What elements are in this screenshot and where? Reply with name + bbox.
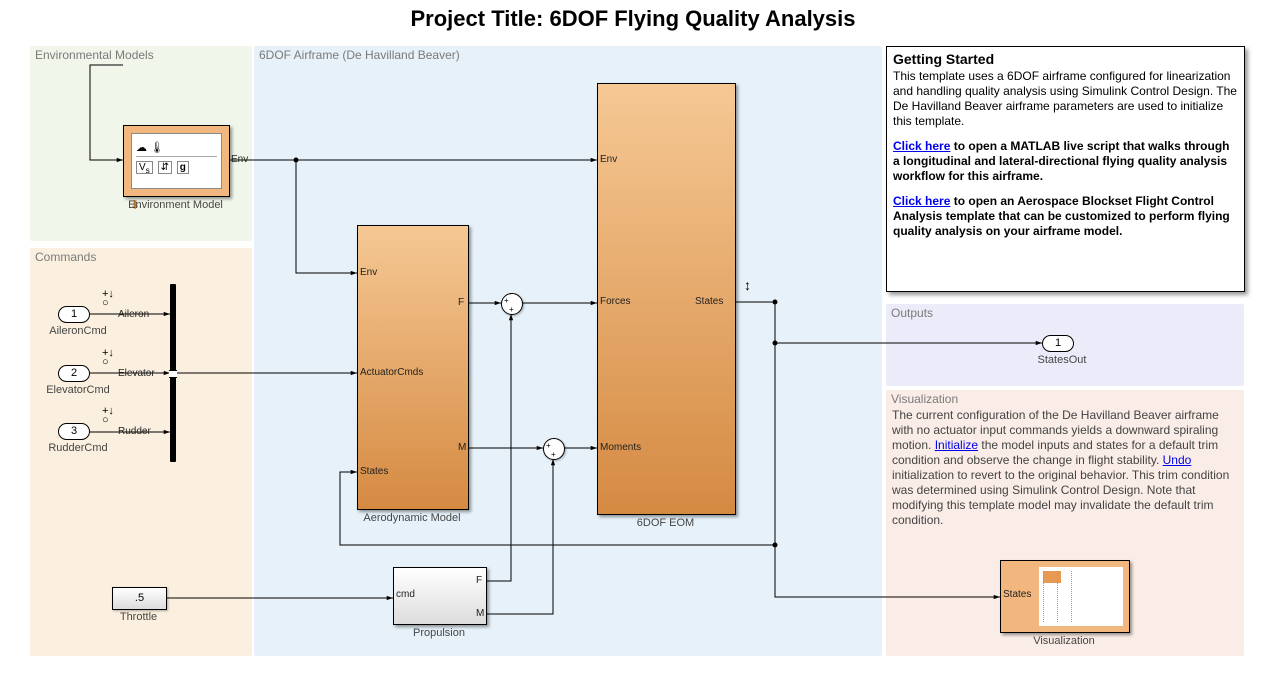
inport-rudder[interactable]: 3 (58, 423, 90, 440)
sum-forces[interactable]: ++ (501, 293, 523, 315)
block-environment-model[interactable]: ☁︎ 🌡 Vs ⇵ g ⬇ (123, 125, 230, 197)
region-label-airframe: 6DOF Airframe (De Havilland Beaver) (259, 48, 460, 62)
signal-label-elevator: Elevator (118, 368, 155, 379)
inport-label-rudder: RudderCmd (38, 442, 118, 454)
inport-aileron[interactable]: 1 (58, 306, 90, 323)
outport-statesout[interactable]: 1 (1042, 335, 1074, 352)
getting-started-link1[interactable]: Click here (893, 139, 950, 153)
block-label-aerodynamic-model: Aerodynamic Model (327, 512, 497, 524)
port-label: Env (600, 154, 617, 165)
port-label: States (695, 296, 723, 307)
sum-moments[interactable]: ++ (543, 438, 565, 460)
getting-started-body1: This template uses a 6DOF airframe confi… (893, 69, 1238, 129)
block-label-propulsion: Propulsion (363, 627, 515, 639)
getting-started-link2[interactable]: Click here (893, 194, 950, 208)
port-label: States (360, 466, 388, 477)
port-label: Moments (600, 442, 641, 453)
port-label: ActuatorCmds (360, 367, 423, 378)
port-label-env: Env (231, 154, 248, 165)
region-label-viz: Visualization (891, 392, 958, 406)
linearization-output-icon: ↕ (744, 277, 751, 293)
inport-label-elevator: ElevatorCmd (38, 384, 118, 396)
region-airframe (254, 46, 882, 656)
port-label: States (1003, 589, 1031, 600)
inport-elevator[interactable]: 2 (58, 365, 90, 382)
throttle-value: .5 (135, 592, 144, 604)
visualization-link-initialize[interactable]: Initialize (935, 438, 978, 452)
port-label: M (476, 608, 484, 619)
constant-label-throttle: Throttle (102, 611, 175, 623)
port-label: F (476, 575, 482, 586)
linearization-input-icon: +↓○ (102, 290, 114, 308)
port-label: Forces (600, 296, 631, 307)
region-label-outputs: Outputs (891, 306, 933, 320)
mux-notch (169, 370, 177, 378)
outport-label-statesout: StatesOut (1022, 354, 1102, 366)
signal-label-aileron: Aileron (118, 309, 149, 320)
region-label-env: Environmental Models (35, 48, 154, 62)
getting-started-title: Getting Started (893, 51, 1238, 69)
region-label-commands: Commands (35, 250, 96, 264)
port-label: Env (360, 267, 377, 278)
port-label: F (458, 297, 464, 308)
linearization-input-icon: +↓○ (102, 407, 114, 425)
port-label: M (458, 442, 466, 453)
page-title: Project Title: 6DOF Flying Quality Analy… (0, 6, 1266, 32)
block-label-6dof-eom: 6DOF EOM (567, 517, 764, 529)
visualization-description: The current configuration of the De Havi… (892, 408, 1238, 528)
constant-throttle[interactable]: .5 (112, 587, 167, 610)
block-label-environment-model: Environment Model (93, 199, 258, 211)
visualization-link-undo[interactable]: Undo (1163, 453, 1192, 467)
inport-label-aileron: AileronCmd (38, 325, 118, 337)
block-label-visualization: Visualization (970, 635, 1158, 647)
signal-label-rudder: Rudder (118, 426, 151, 437)
getting-started-panel: Getting Started This template uses a 6DO… (886, 46, 1245, 292)
port-label: cmd (396, 589, 415, 600)
linearization-input-icon: +↓○ (102, 349, 114, 367)
